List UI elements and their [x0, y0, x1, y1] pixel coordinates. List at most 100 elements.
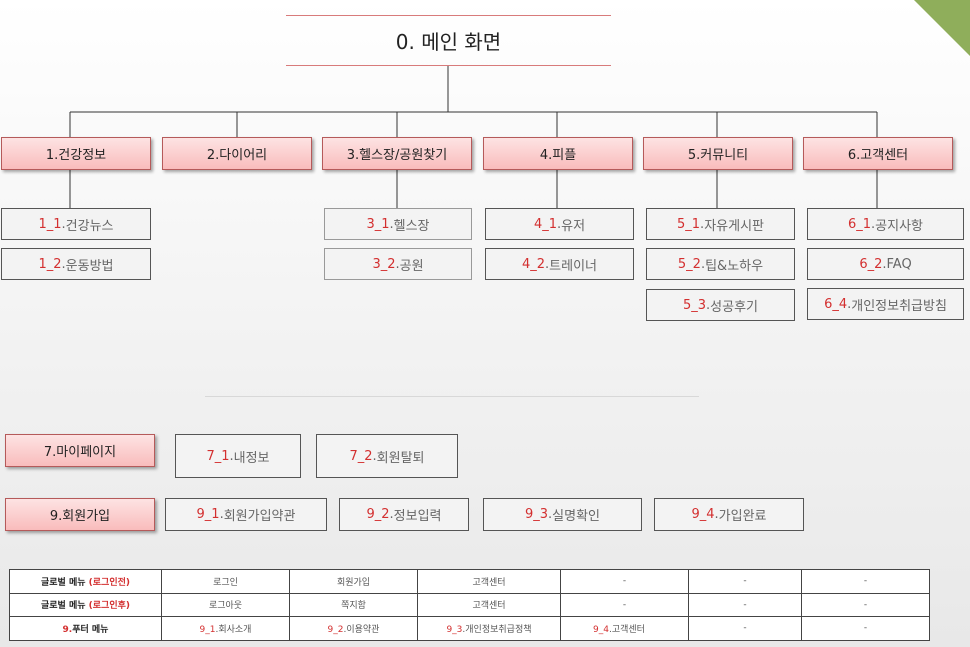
table-row: 9.푸터 메뉴 9_1회사소개 9_2이용약관 9_3개인정보취급정책 9_4고… [9, 616, 930, 641]
menu-cell-empty: - [560, 569, 689, 594]
row-header: 글로벌 메뉴 (로그인후) [9, 592, 162, 617]
row-header-label: 글로벌 메뉴 [40, 577, 89, 588]
menu-cell-empty: - [688, 592, 802, 617]
page-title: 0. 메인 화면 [286, 15, 611, 66]
sub-item-exercise-method[interactable]: 1_2운동방법 [1, 248, 151, 280]
menu-cell-customer-center[interactable]: 9_4고객센터 [560, 616, 689, 641]
item-label: FAQ [886, 256, 912, 272]
item-label: 건강뉴스 [65, 218, 114, 234]
category-customer-center[interactable]: 6.고객센터 [803, 137, 953, 170]
item-number: 3_1 [366, 217, 393, 232]
menu-cell-customer-center[interactable]: 고객센터 [417, 592, 561, 617]
item-number: 5_3 [683, 298, 710, 313]
sub-item-privacy-policy[interactable]: 6_4개인정보취급방침 [807, 288, 964, 320]
item-number: 7_2 [349, 449, 376, 464]
menu-cell-login[interactable]: 로그인 [161, 569, 290, 594]
item-number: 6_2 [859, 257, 886, 272]
item-label: 정보입력 [393, 509, 442, 524]
row-header-label: 글로벌 메뉴 [40, 601, 89, 612]
sub-item-user[interactable]: 4_1유저 [485, 208, 634, 240]
menu-cell-messages[interactable]: 쪽지함 [289, 592, 418, 617]
item-label: 회사소개 [218, 624, 252, 635]
sub-item-withdraw[interactable]: 7_2회원탈퇴 [316, 434, 458, 478]
sub-item-trainer[interactable]: 4_2트레이너 [485, 248, 634, 280]
sub-item-identity-check[interactable]: 9_3실명확인 [483, 498, 642, 531]
row-header: 9.푸터 메뉴 [9, 616, 162, 641]
row-header-number: 9. [62, 624, 73, 635]
sub-item-terms[interactable]: 9_1회원가입약관 [165, 498, 327, 531]
sub-item-tips[interactable]: 5_2팁&노하우 [646, 248, 795, 280]
menu-cell-signup[interactable]: 회원가입 [289, 569, 418, 594]
sub-item-success-stories[interactable]: 5_3성공후기 [646, 289, 795, 321]
item-number: 6_1 [848, 217, 875, 232]
item-number: 5_1 [677, 217, 704, 232]
sub-item-park[interactable]: 3_2공원 [324, 248, 472, 280]
item-label: 회원가입약관 [223, 509, 296, 524]
menu-cell-logout[interactable]: 로그아웃 [161, 592, 290, 617]
item-number: 3_2 [372, 257, 399, 272]
category-community[interactable]: 5.커뮤니티 [643, 137, 793, 170]
sub-item-info-input[interactable]: 9_2정보입력 [339, 498, 469, 531]
corner-decoration [914, 0, 970, 56]
sub-item-gym[interactable]: 3_1헬스장 [324, 208, 472, 240]
category-label: 4.피플 [539, 148, 577, 163]
item-label: 성공후기 [710, 299, 759, 315]
category-health-info[interactable]: 1.건강정보 [1, 137, 151, 170]
row-header-qualifier: (로그인후) [88, 601, 131, 612]
category-signup[interactable]: 9.회원가입 [5, 498, 155, 531]
item-number: 1_1 [38, 217, 65, 232]
sub-item-signup-complete[interactable]: 9_4가입완료 [654, 498, 804, 531]
sub-item-notice[interactable]: 6_1공지사항 [807, 208, 964, 240]
item-label: 회원탈퇴 [376, 450, 425, 466]
item-number: 4_2 [522, 257, 549, 272]
category-label: 5.커뮤니티 [687, 148, 749, 163]
category-label: 3.헬스장/공원찾기 [346, 148, 448, 163]
item-number: 9_1 [197, 507, 224, 522]
row-header-qualifier: (로그인전) [88, 577, 131, 588]
category-label: 2.다이어리 [206, 148, 268, 163]
menu-cell-empty: - [688, 569, 802, 594]
sub-item-my-info[interactable]: 7_1내정보 [175, 434, 301, 478]
sub-item-faq[interactable]: 6_2FAQ [807, 248, 964, 280]
item-number: 1_2 [38, 257, 65, 272]
item-label: 이용약관 [346, 624, 380, 635]
menu-cell-company-intro[interactable]: 9_1회사소개 [161, 616, 290, 641]
menu-cell-empty: - [801, 616, 930, 641]
menu-table: 글로벌 메뉴 (로그인전) 로그인 회원가입 고객센터 - - - 글로벌 메뉴… [9, 569, 930, 641]
item-label: 트레이너 [549, 258, 598, 274]
menu-cell-empty: - [560, 592, 689, 617]
category-label: 7.마이페이지 [43, 445, 117, 460]
item-number: 7_1 [206, 449, 233, 464]
row-header: 글로벌 메뉴 (로그인전) [9, 569, 162, 594]
sub-item-free-board[interactable]: 5_1자유게시판 [646, 208, 795, 240]
menu-cell-customer-center[interactable]: 고객센터 [417, 569, 561, 594]
item-label: 운동방법 [65, 258, 114, 274]
menu-cell-terms-of-use[interactable]: 9_2이용약관 [289, 616, 418, 641]
item-number: 6_4 [824, 297, 851, 312]
item-number: 9_2 [328, 625, 347, 635]
category-gym-park-finder[interactable]: 3.헬스장/공원찾기 [322, 137, 472, 170]
item-label: 고객센터 [611, 624, 645, 635]
category-label: 6.고객센터 [847, 148, 909, 163]
menu-cell-privacy-policy[interactable]: 9_3개인정보취급정책 [417, 616, 561, 641]
item-label: 팁&노하우 [705, 258, 764, 274]
item-label: 공원 [399, 258, 424, 274]
category-mypage[interactable]: 7.마이페이지 [5, 434, 155, 467]
item-number: 9_3 [446, 625, 465, 635]
item-number: 4_1 [534, 217, 561, 232]
category-people[interactable]: 4.피플 [483, 137, 633, 170]
item-number: 9_4 [691, 507, 718, 522]
sub-item-health-news[interactable]: 1_1건강뉴스 [1, 208, 151, 240]
table-row: 글로벌 메뉴 (로그인전) 로그인 회원가입 고객센터 - - - [9, 569, 930, 594]
item-label: 헬스장 [393, 218, 430, 234]
table-row: 글로벌 메뉴 (로그인후) 로그아웃 쪽지함 고객센터 - - - [9, 592, 930, 617]
menu-cell-empty: - [801, 592, 930, 617]
item-number: 9_1 [200, 625, 219, 635]
category-label: 9.회원가입 [49, 509, 111, 524]
category-diary[interactable]: 2.다이어리 [162, 137, 312, 170]
item-label: 개인정보취급방침 [851, 298, 947, 314]
item-number: 9_3 [525, 507, 552, 522]
item-label: 공지사항 [875, 218, 924, 234]
item-number: 5_2 [678, 257, 705, 272]
